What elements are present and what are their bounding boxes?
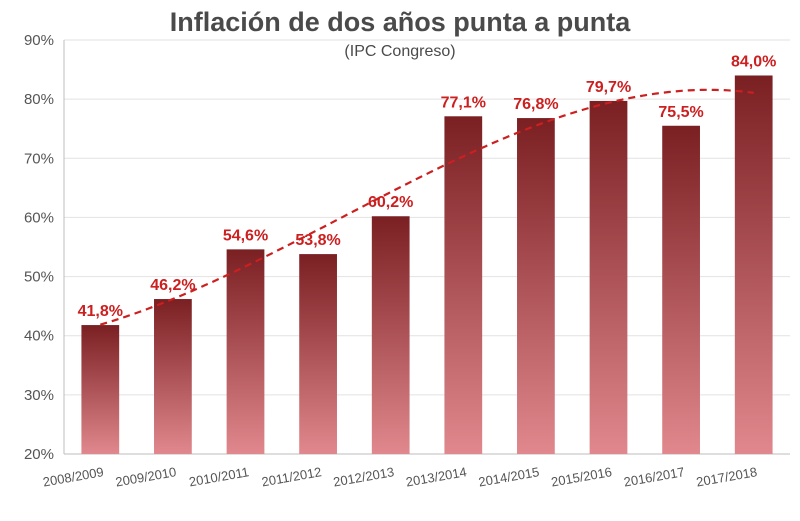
x-tick-label: 2011/2012 (260, 464, 322, 489)
data-label: 60,2% (368, 194, 413, 211)
x-tick-label: 2014/2015 (477, 464, 540, 489)
bar (226, 249, 265, 454)
x-axis: 2008/2009 2009/2010 2010/2011 2011/2012 2012… (42, 464, 759, 489)
x-tick-label: 2012/2013 (332, 464, 395, 489)
chart-subtitle: (IPC Congreso) (344, 43, 455, 60)
y-axis: 20% 30% 40% 50% 60% 70% 80% 90% (24, 32, 54, 463)
x-tick-label: 2016/2017 (622, 464, 685, 489)
bars (81, 75, 773, 455)
chart-title: Inflación de dos años punta a punta (170, 7, 632, 37)
data-label: 54,6% (223, 227, 268, 244)
data-label: 53,8% (295, 232, 340, 249)
x-tick-label: 2017/2018 (695, 464, 758, 489)
data-label: 41,8% (78, 303, 123, 320)
bar (371, 216, 410, 454)
bar (444, 116, 483, 455)
data-labels: 41,8% 46,2% 54,6% 53,8% 60,2% 77,1% 76,8% 79,7%… (78, 53, 777, 320)
x-tick-label: 2009/2010 (114, 464, 177, 489)
bar (589, 100, 628, 454)
data-label: 77,1% (441, 94, 486, 111)
bar (517, 118, 555, 454)
data-label: 84,0% (731, 53, 776, 70)
y-tick-label: 80% (24, 91, 54, 108)
data-label: 75,5% (658, 104, 703, 121)
data-label: 76,8% (513, 96, 558, 113)
y-tick-label: 20% (24, 446, 54, 463)
bar (662, 125, 700, 454)
y-tick-label: 70% (24, 150, 54, 167)
data-label: 46,2% (150, 277, 195, 294)
data-label: 79,7% (586, 79, 631, 96)
y-tick-label: 60% (24, 209, 54, 226)
bar (299, 254, 337, 454)
y-tick-label: 50% (24, 269, 54, 286)
x-tick-label: 2008/2009 (42, 464, 105, 489)
x-tick-label: 2013/2014 (405, 464, 468, 489)
x-tick-label: 2010/2011 (188, 464, 250, 489)
bar (81, 325, 120, 454)
bar (734, 75, 773, 454)
bar (154, 299, 192, 454)
trend-line (99, 88, 754, 326)
x-tick-label: 2015/2016 (550, 464, 613, 489)
y-tick-label: 30% (24, 387, 54, 404)
y-tick-label: 40% (24, 328, 54, 345)
y-tick-label: 90% (24, 32, 54, 49)
